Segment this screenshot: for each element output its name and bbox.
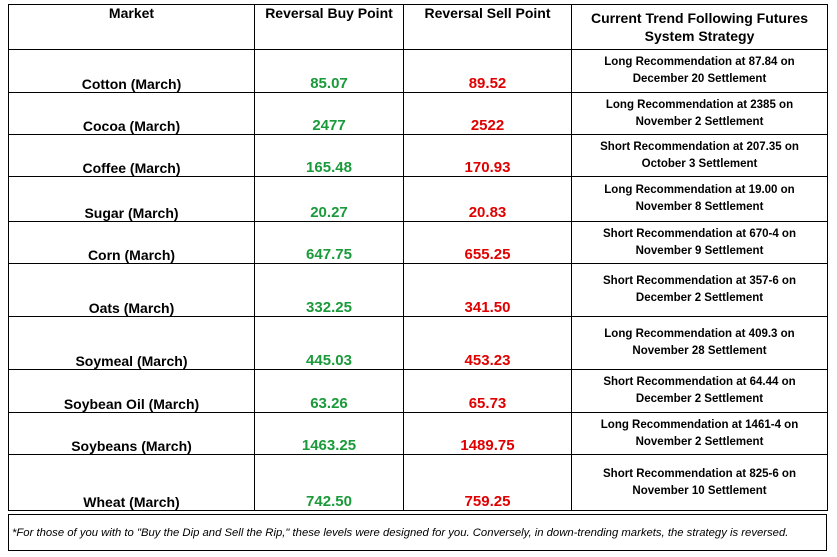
sell-point-cell: 341.50	[403, 263, 572, 317]
sell-point-cell: 1489.75	[403, 412, 572, 455]
sell-point-cell: 170.93	[403, 134, 572, 177]
table-row: Cocoa (March) 2477 2522 Long Recommendat…	[8, 92, 828, 135]
buy-point-cell: 20.27	[254, 176, 404, 222]
market-cell: Wheat (March)	[8, 454, 255, 511]
strategy-line-1: Short Recommendation at 825-6 on	[603, 467, 796, 480]
market-cell: Coffee (March)	[8, 134, 255, 177]
strategy-line-1: Long Recommendation at 1461-4 on	[600, 418, 799, 431]
strategy-cell: Short Recommendation at 207.35 on October…	[571, 134, 828, 177]
strategy-cell: Long Recommendation at 409.3 on November …	[571, 316, 828, 370]
table-row: Oats (March) 332.25 341.50 Short Recomme…	[8, 263, 828, 317]
table-row: Sugar (March) 20.27 20.83 Long Recommend…	[8, 176, 828, 222]
buy-point-cell: 445.03	[254, 316, 404, 370]
market-cell: Soybeans (March)	[8, 412, 255, 455]
buy-point-cell: 63.26	[254, 369, 404, 413]
strategy-cell: Short Recommendation at 357-6 on December…	[571, 263, 828, 317]
table-row: Soybeans (March) 1463.25 1489.75 Long Re…	[8, 412, 828, 455]
market-cell: Soymeal (March)	[8, 316, 255, 370]
sell-point-cell: 759.25	[403, 454, 572, 511]
market-cell: Corn (March)	[8, 221, 255, 264]
buy-point-cell: 647.75	[254, 221, 404, 264]
strategy-line-2: November 9 Settlement	[635, 244, 764, 257]
table-header-row: Market Reversal Buy Point Reversal Sell …	[8, 4, 828, 50]
market-cell: Cocoa (March)	[8, 92, 255, 135]
sell-point-cell: 20.83	[403, 176, 572, 222]
sell-point-cell: 655.25	[403, 221, 572, 264]
table-row: Coffee (March) 165.48 170.93 Short Recom…	[8, 134, 828, 177]
table-row: Corn (March) 647.75 655.25 Short Recomme…	[8, 221, 828, 264]
buy-point-cell: 2477	[254, 92, 404, 135]
strategy-line-1: Long Recommendation at 19.00 on	[604, 184, 795, 196]
strategy-cell: Long Recommendation at 19.00 on November …	[571, 176, 828, 222]
futures-table: Market Reversal Buy Point Reversal Sell …	[8, 4, 828, 511]
strategy-cell: Short Recommendation at 64.44 on December…	[571, 369, 828, 413]
sell-point-cell: 2522	[403, 92, 572, 135]
buy-point-cell: 1463.25	[254, 412, 404, 455]
strategy-line-1: Short Recommendation at 207.35 on	[600, 140, 799, 153]
sell-point-cell: 89.52	[403, 49, 572, 93]
buy-point-cell: 85.07	[254, 49, 404, 93]
strategy-line-2: October 3 Settlement	[641, 157, 758, 170]
strategy-line-2: November 8 Settlement	[635, 201, 764, 213]
header-strategy: Current Trend Following Futures System S…	[571, 4, 828, 50]
buy-point-cell: 332.25	[254, 263, 404, 317]
strategy-line-2: November 28 Settlement	[632, 345, 767, 357]
strategy-line-1: Long Recommendation at 2385 on	[605, 98, 794, 111]
strategy-line-1: Short Recommendation at 670-4 on	[603, 227, 796, 240]
strategy-cell: Long Recommendation at 87.84 on December …	[571, 49, 828, 93]
market-cell: Sugar (March)	[8, 176, 255, 222]
market-cell: Cotton (March)	[8, 49, 255, 93]
strategy-line-2: November 10 Settlement	[632, 484, 767, 497]
header-market: Market	[8, 4, 255, 50]
futures-table-container: Market Reversal Buy Point Reversal Sell …	[8, 4, 828, 511]
strategy-line-2: November 2 Settlement	[635, 115, 764, 128]
table-row: Soymeal (March) 445.03 453.23 Long Recom…	[8, 316, 828, 370]
header-reversal-buy: Reversal Buy Point	[254, 4, 404, 50]
strategy-cell: Short Recommendation at 670-4 on November…	[571, 221, 828, 264]
market-cell: Soybean Oil (March)	[8, 369, 255, 413]
buy-point-cell: 742.50	[254, 454, 404, 511]
sell-point-cell: 453.23	[403, 316, 572, 370]
strategy-line-2: November 2 Settlement	[635, 435, 764, 448]
strategy-line-1: Short Recommendation at 357-6 on	[603, 275, 796, 287]
strategy-cell: Short Recommendation at 825-6 on November…	[571, 454, 828, 511]
table-row: Wheat (March) 742.50 759.25 Short Recomm…	[8, 454, 828, 511]
table-row: Soybean Oil (March) 63.26 65.73 Short Re…	[8, 369, 828, 413]
sell-point-cell: 65.73	[403, 369, 572, 413]
strategy-line-1: Short Recommendation at 64.44 on	[603, 376, 796, 388]
strategy-line-2: December 20 Settlement	[632, 73, 767, 85]
strategy-cell: Long Recommendation at 2385 on November 2…	[571, 92, 828, 135]
strategy-line-1: Long Recommendation at 409.3 on	[604, 328, 795, 340]
buy-point-cell: 165.48	[254, 134, 404, 177]
footnote: *For those of you with to "Buy the Dip a…	[8, 514, 827, 551]
table-row: Cotton (March) 85.07 89.52 Long Recommen…	[8, 49, 828, 93]
strategy-line-1: Long Recommendation at 87.84 on	[604, 56, 795, 68]
strategy-line-2: December 2 Settlement	[635, 292, 764, 304]
header-reversal-sell: Reversal Sell Point	[403, 4, 572, 50]
strategy-cell: Long Recommendation at 1461-4 on November…	[571, 412, 828, 455]
strategy-line-2: December 2 Settlement	[635, 393, 764, 405]
market-cell: Oats (March)	[8, 263, 255, 317]
